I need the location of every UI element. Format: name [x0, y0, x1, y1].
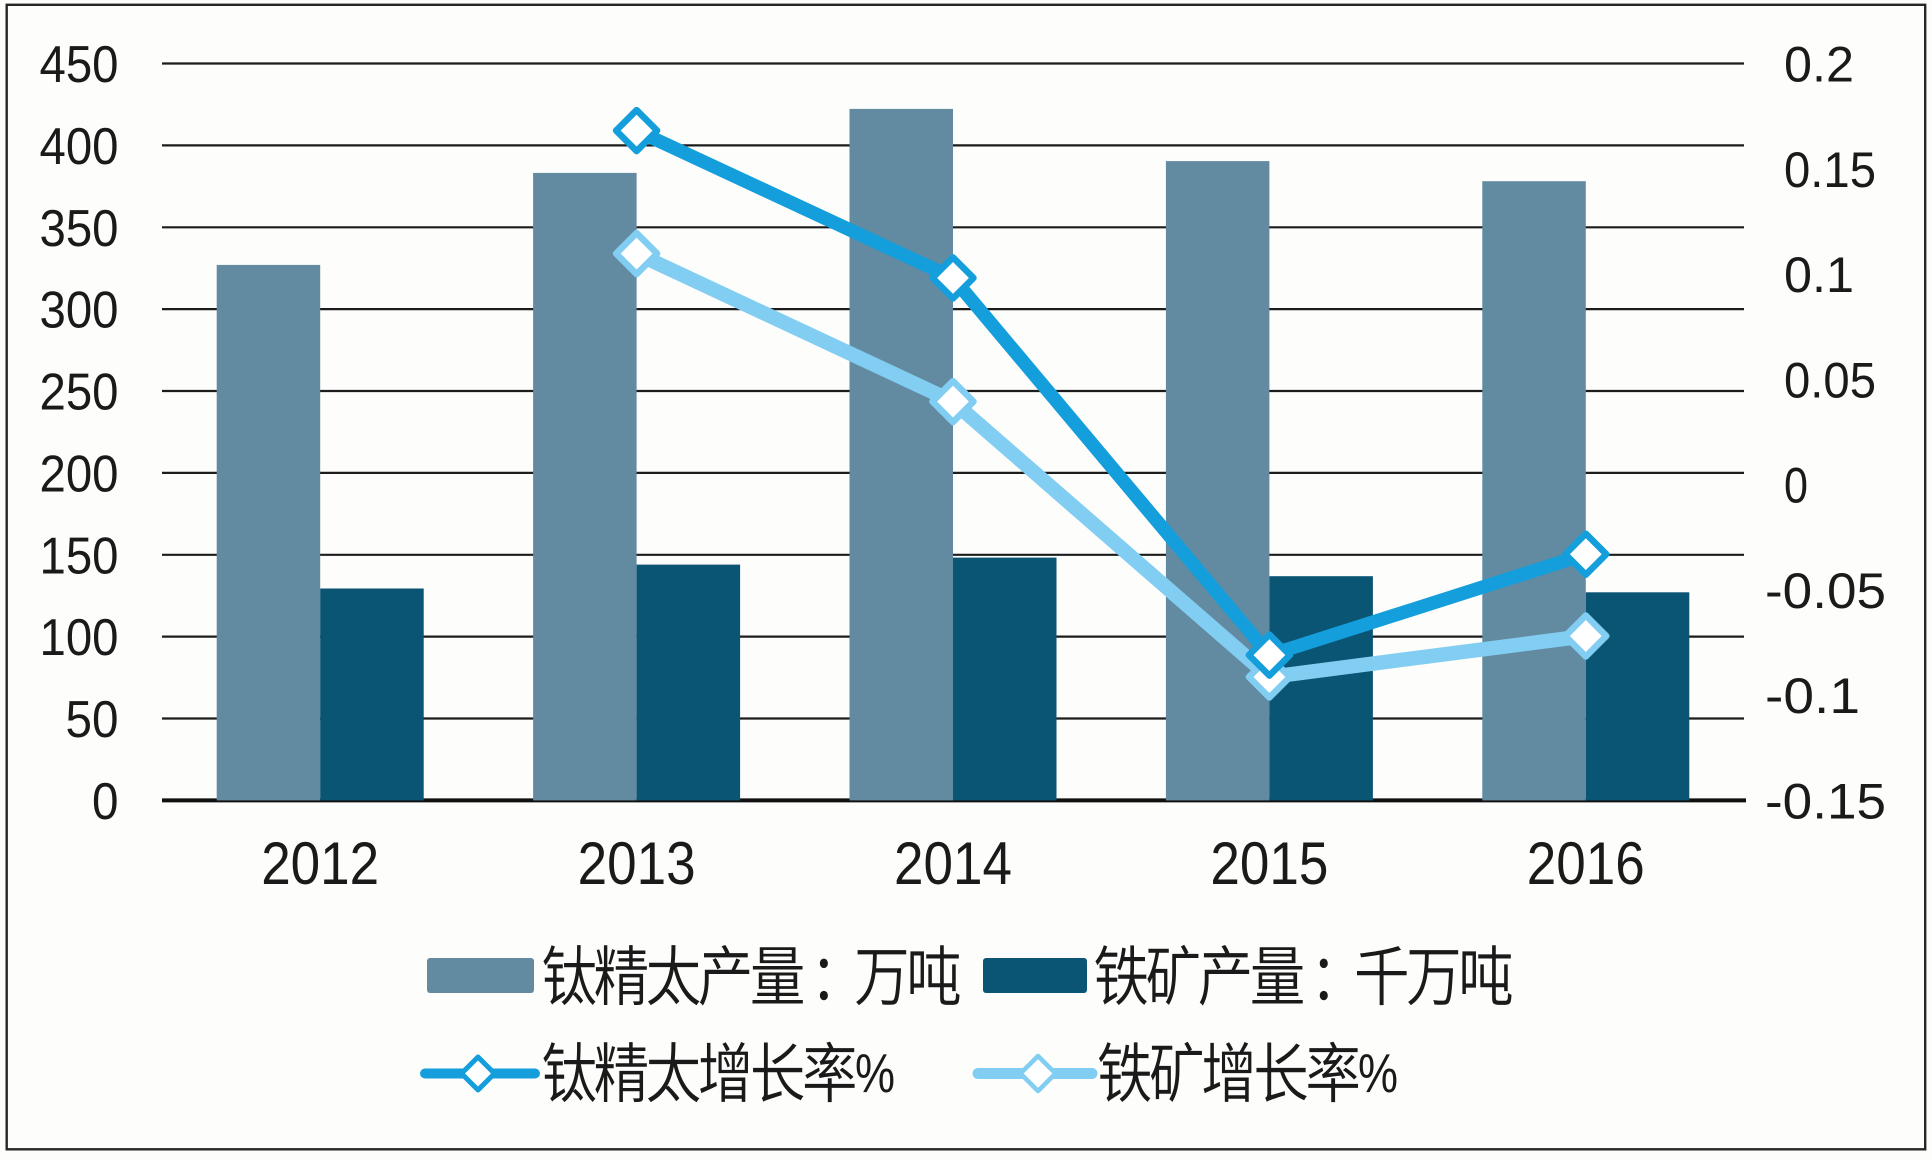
- svg-text:-0.15: -0.15: [1765, 773, 1886, 829]
- svg-text:%: %: [855, 1042, 895, 1104]
- svg-text:450: 450: [40, 36, 119, 94]
- svg-text:2014: 2014: [894, 830, 1012, 897]
- svg-text:2016: 2016: [1527, 830, 1645, 897]
- svg-text:0.1: 0.1: [1784, 247, 1854, 303]
- svg-text:400: 400: [40, 118, 119, 176]
- svg-text:100: 100: [40, 609, 119, 667]
- svg-text:150: 150: [40, 527, 119, 585]
- svg-text:%: %: [1358, 1042, 1398, 1104]
- svg-text:-0.1: -0.1: [1765, 668, 1860, 724]
- svg-text:50: 50: [66, 691, 119, 749]
- svg-text:0.05: 0.05: [1784, 352, 1876, 408]
- svg-text:0: 0: [1784, 458, 1808, 514]
- svg-text:250: 250: [40, 364, 119, 422]
- svg-text:-0.05: -0.05: [1765, 563, 1886, 619]
- svg-text:300: 300: [40, 282, 119, 340]
- svg-text:0: 0: [92, 773, 119, 831]
- svg-text:350: 350: [40, 200, 119, 258]
- svg-text:2015: 2015: [1210, 830, 1328, 897]
- svg-text:0.2: 0.2: [1784, 37, 1854, 93]
- svg-text:2013: 2013: [578, 830, 696, 897]
- svg-text:200: 200: [40, 445, 119, 503]
- svg-text:0.15: 0.15: [1784, 142, 1876, 198]
- svg-text:2012: 2012: [261, 830, 379, 897]
